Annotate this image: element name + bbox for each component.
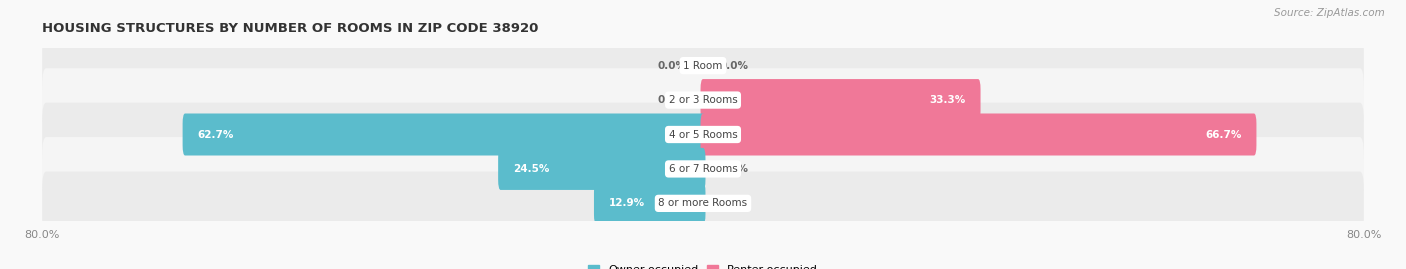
FancyBboxPatch shape	[700, 114, 1257, 155]
Text: 24.5%: 24.5%	[513, 164, 550, 174]
FancyBboxPatch shape	[593, 182, 706, 224]
FancyBboxPatch shape	[42, 137, 1364, 201]
Text: 6 or 7 Rooms: 6 or 7 Rooms	[669, 164, 737, 174]
FancyBboxPatch shape	[42, 103, 1364, 166]
Text: 33.3%: 33.3%	[929, 95, 966, 105]
Text: 62.7%: 62.7%	[197, 129, 233, 140]
Text: 0.0%: 0.0%	[658, 61, 686, 71]
Text: 0.0%: 0.0%	[658, 95, 686, 105]
FancyBboxPatch shape	[42, 172, 1364, 235]
Text: 8 or more Rooms: 8 or more Rooms	[658, 198, 748, 208]
FancyBboxPatch shape	[42, 68, 1364, 132]
FancyBboxPatch shape	[498, 148, 706, 190]
Text: Source: ZipAtlas.com: Source: ZipAtlas.com	[1274, 8, 1385, 18]
FancyBboxPatch shape	[183, 114, 706, 155]
Text: HOUSING STRUCTURES BY NUMBER OF ROOMS IN ZIP CODE 38920: HOUSING STRUCTURES BY NUMBER OF ROOMS IN…	[42, 22, 538, 35]
Text: 2 or 3 Rooms: 2 or 3 Rooms	[669, 95, 737, 105]
Legend: Owner-occupied, Renter-occupied: Owner-occupied, Renter-occupied	[588, 265, 818, 269]
Text: 1 Room: 1 Room	[683, 61, 723, 71]
Text: 4 or 5 Rooms: 4 or 5 Rooms	[669, 129, 737, 140]
Text: 0.0%: 0.0%	[720, 198, 748, 208]
Text: 66.7%: 66.7%	[1205, 129, 1241, 140]
Text: 0.0%: 0.0%	[720, 61, 748, 71]
FancyBboxPatch shape	[700, 79, 980, 121]
Text: 0.0%: 0.0%	[720, 164, 748, 174]
FancyBboxPatch shape	[42, 34, 1364, 97]
Text: 12.9%: 12.9%	[609, 198, 645, 208]
